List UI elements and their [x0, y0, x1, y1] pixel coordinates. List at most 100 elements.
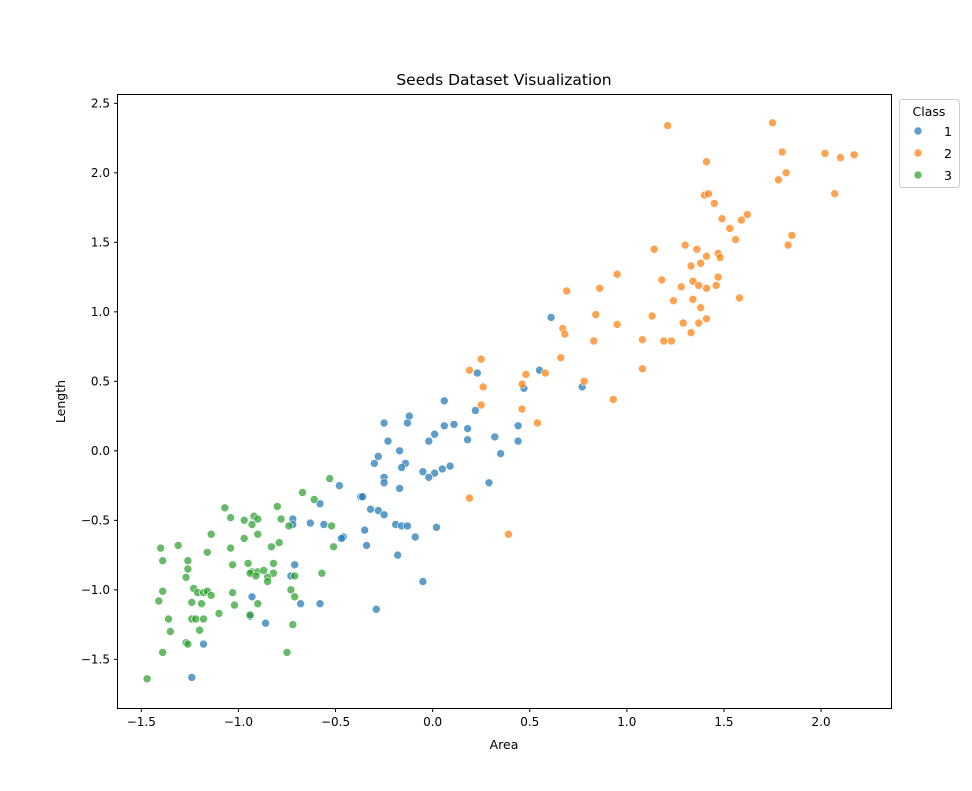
data-point-class-2 [540, 368, 550, 378]
data-point-class-1 [418, 467, 428, 477]
data-point-class-3 [183, 639, 193, 649]
data-point-class-3 [239, 515, 249, 525]
data-point-class-2 [638, 335, 647, 344]
data-point-class-1 [439, 396, 449, 406]
data-point-class-1 [383, 436, 393, 446]
data-point-class-3 [263, 577, 272, 586]
data-point-class-3 [327, 521, 336, 531]
data-point-class-3 [253, 529, 263, 539]
data-point-class-1 [371, 604, 381, 614]
data-point-class-1 [261, 618, 270, 628]
data-point-class-1 [418, 577, 428, 586]
data-point-class-1 [319, 520, 329, 529]
data-point-class-1 [471, 406, 480, 415]
data-point-class-1 [290, 560, 300, 570]
data-point-class-1 [395, 484, 404, 493]
data-point-class-2 [504, 529, 513, 539]
data-point-class-1 [437, 464, 447, 474]
data-point-class-2 [657, 275, 667, 285]
data-point-class-2 [694, 318, 704, 328]
data-point-class-3 [158, 648, 167, 657]
data-points [142, 118, 859, 684]
data-point-class-3 [156, 543, 165, 553]
x-tick-label: 0.0 [423, 715, 442, 729]
data-point-class-3 [243, 559, 253, 568]
x-tick-label: 1.5 [714, 715, 733, 729]
data-point-class-3 [226, 513, 235, 522]
data-point-class-2 [465, 493, 474, 503]
data-point-class-2 [608, 395, 618, 404]
data-point-class-3 [276, 514, 286, 524]
legend-frame [899, 99, 960, 188]
y-tick-label: 0.5 [91, 374, 110, 388]
data-point-class-1 [366, 504, 375, 514]
data-point-class-2 [820, 149, 830, 158]
data-point-class-1 [513, 436, 523, 446]
data-point-class-1 [424, 436, 434, 446]
legend: Class 1 2 3 [899, 99, 960, 188]
data-point-class-1 [337, 534, 346, 543]
data-point-class-3 [282, 648, 292, 657]
data-point-class-3 [197, 599, 206, 609]
data-point-class-1 [362, 541, 371, 550]
data-point-class-3 [228, 560, 237, 570]
data-point-class-1 [360, 525, 370, 535]
data-point-class-3 [290, 592, 300, 602]
data-point-class-2 [688, 276, 698, 286]
data-point-class-3 [251, 571, 261, 581]
data-point-class-3 [199, 614, 208, 624]
data-point-class-2 [612, 269, 622, 279]
data-point-class-1 [335, 481, 344, 490]
data-point-class-3 [142, 674, 152, 684]
data-point-class-2 [777, 147, 787, 157]
data-point-class-1 [315, 499, 325, 509]
data-point-class-3 [203, 547, 212, 557]
data-point-class-2 [836, 153, 845, 162]
x-tick-label: 0.5 [520, 715, 539, 729]
data-point-class-2 [676, 282, 686, 292]
data-point-class-1 [496, 449, 505, 458]
legend-marker-1 [913, 126, 923, 136]
data-point-class-1 [187, 673, 197, 682]
data-point-class-3 [191, 614, 200, 624]
data-point-class-1 [370, 459, 379, 468]
data-point-class-2 [709, 199, 719, 208]
data-point-class-3 [253, 599, 263, 609]
data-point-class-1 [513, 421, 523, 431]
data-point-class-2 [591, 310, 601, 319]
data-point-class-1 [430, 468, 439, 478]
legend-marker-2 [913, 148, 923, 158]
data-point-class-3 [220, 503, 230, 513]
data-point-class-2 [768, 118, 777, 128]
data-point-class-2 [717, 214, 727, 223]
data-point-class-2 [725, 224, 735, 233]
legend-label-2: 2 [944, 146, 952, 161]
data-point-class-2 [849, 150, 859, 160]
data-point-class-3 [267, 542, 276, 552]
x-tick-label: −1.5 [127, 715, 156, 729]
data-point-class-3 [183, 556, 193, 566]
data-point-class-2 [787, 231, 797, 240]
data-point-class-3 [269, 568, 278, 578]
data-point-class-3 [187, 598, 197, 607]
y-tick-label: 2.0 [91, 166, 110, 180]
data-point-class-1 [403, 521, 412, 531]
data-point-class-2 [686, 328, 696, 338]
data-point-class-1 [373, 506, 383, 515]
data-point-class-2 [533, 418, 542, 428]
data-point-class-2 [476, 354, 486, 364]
x-axis: −1.5 −1.0 −0.5 0.0 0.5 1.0 1.5 2.0 [127, 708, 831, 729]
data-point-class-1 [463, 424, 472, 433]
data-point-class-1 [373, 452, 383, 461]
data-point-class-3 [259, 566, 269, 575]
data-point-class-3 [154, 596, 164, 606]
data-point-class-2 [562, 286, 572, 296]
data-point-class-1 [305, 518, 315, 528]
data-point-class-2 [692, 245, 702, 254]
data-point-class-3 [239, 534, 249, 543]
data-point-class-1 [395, 446, 404, 456]
data-point-class-2 [737, 215, 746, 225]
data-point-class-1 [379, 478, 389, 488]
data-point-class-2 [465, 365, 474, 375]
data-point-class-2 [647, 311, 657, 321]
